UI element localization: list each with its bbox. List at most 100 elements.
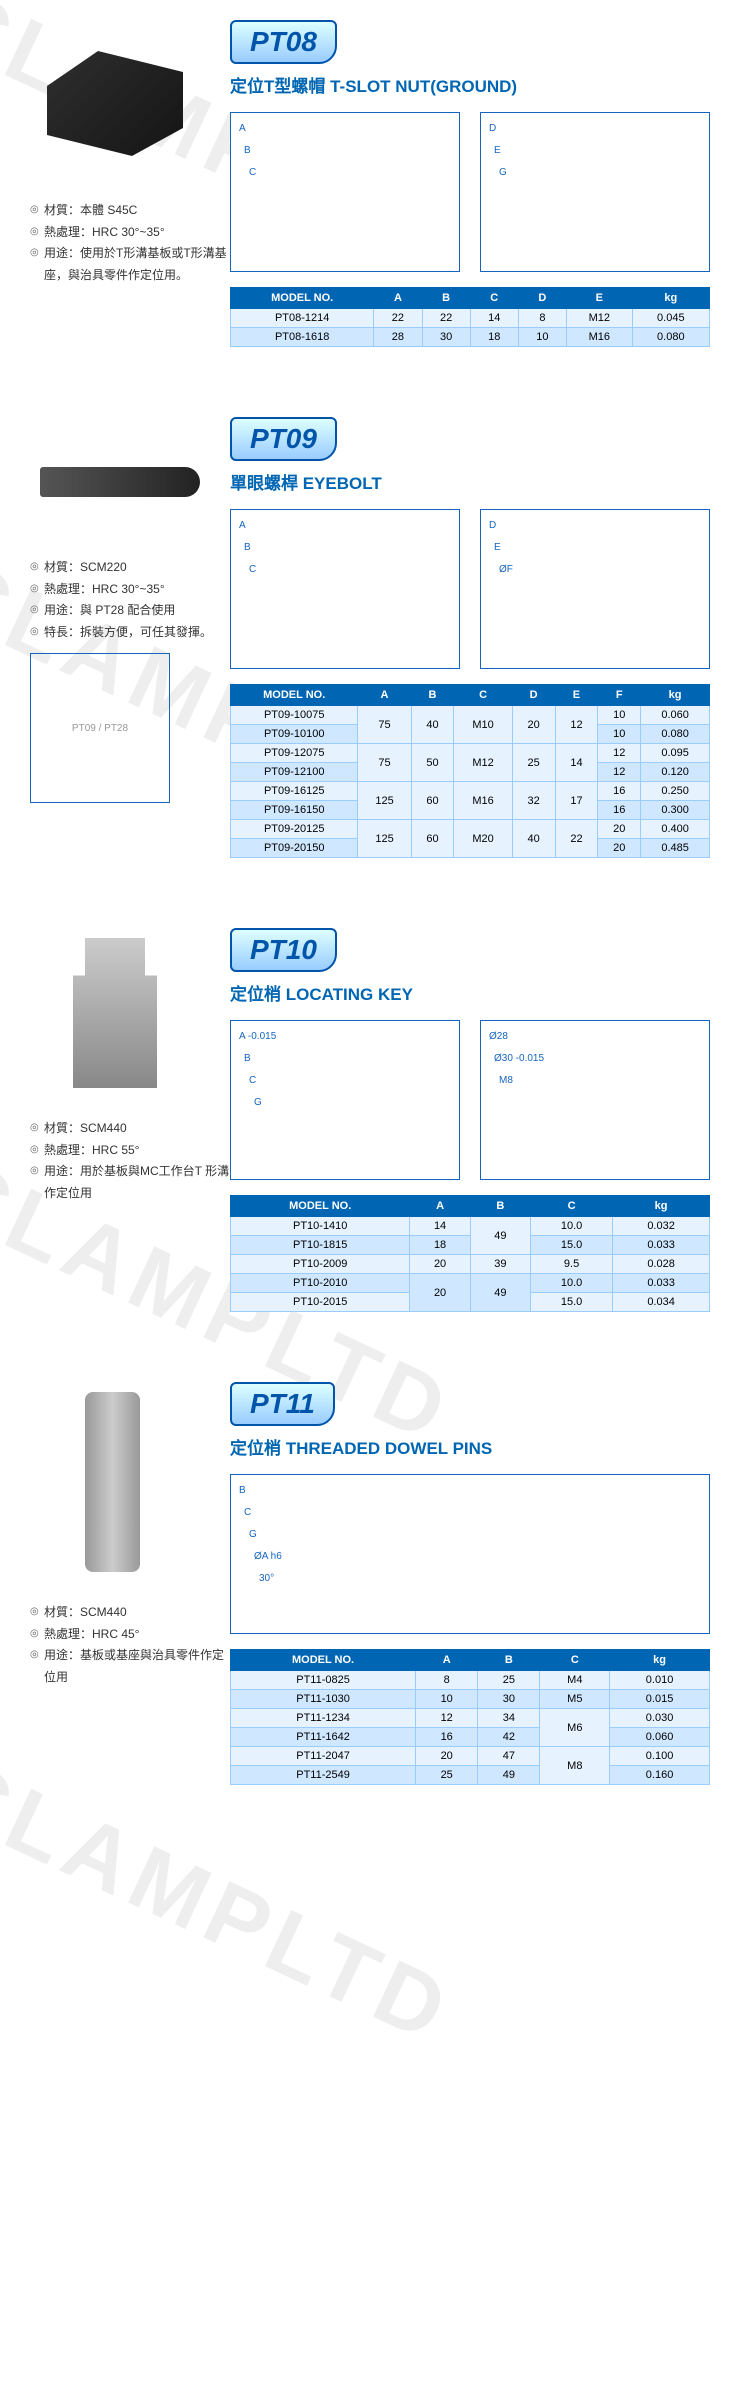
- table-cell: 22: [422, 309, 470, 328]
- table-cell: M6: [540, 1709, 610, 1747]
- table-row: PT08-12142222148M120.045: [231, 309, 710, 328]
- table-cell: 47: [478, 1747, 540, 1766]
- table-header: E: [555, 685, 598, 706]
- table-cell: 25: [416, 1766, 478, 1785]
- table-cell: PT10-2015: [231, 1293, 410, 1312]
- dimension-label: A -0.015: [239, 1031, 276, 1042]
- dimension-label: C: [249, 167, 256, 178]
- spec-table: MODEL NO.ABCkgPT11-0825825M40.010PT11-10…: [230, 1649, 710, 1785]
- product-code-badge: PT09: [230, 417, 337, 461]
- table-cell: 20: [416, 1747, 478, 1766]
- table-cell: 15.0: [530, 1293, 612, 1312]
- table-cell: 0.100: [610, 1747, 710, 1766]
- table-cell: M20: [454, 820, 512, 858]
- table-cell: PT11-1642: [231, 1728, 416, 1747]
- spec-list: 材質：SCM440熱處理：HRC 45°用途：基板或基座與治具零件作定位用: [30, 1602, 230, 1688]
- table-header: F: [598, 685, 641, 706]
- table-cell: 22: [555, 820, 598, 858]
- dimension-label: G: [499, 167, 507, 178]
- table-cell: PT09-12075: [231, 744, 358, 763]
- table-header: B: [470, 1196, 530, 1217]
- table-row: PT10-200920399.50.028: [231, 1255, 710, 1274]
- table-header: D: [512, 685, 555, 706]
- table-cell: 0.028: [613, 1255, 710, 1274]
- table-row: PT09-2012512560M204022200.400: [231, 820, 710, 839]
- spec-item: 材質：SCM440: [30, 1602, 230, 1624]
- table-row: PT10-2010204910.00.033: [231, 1274, 710, 1293]
- table-cell: 10.0: [530, 1217, 612, 1236]
- table-header: MODEL NO.: [231, 685, 358, 706]
- table-cell: 50: [411, 744, 454, 782]
- product-code-badge: PT11: [230, 1382, 335, 1426]
- table-cell: 40: [512, 820, 555, 858]
- product-image: [55, 938, 175, 1088]
- product-title: 定位梢 LOCATING KEY: [230, 980, 710, 1005]
- table-row: PT09-120757550M122514120.095: [231, 744, 710, 763]
- table-row: PT09-1612512560M163217160.250: [231, 782, 710, 801]
- table-header: A: [410, 1196, 470, 1217]
- table-cell: 0.160: [610, 1766, 710, 1785]
- dimension-label: B: [244, 542, 251, 553]
- table-cell: 22: [374, 309, 422, 328]
- spec-table: MODEL NO.ABCDEkgPT08-12142222148M120.045…: [230, 287, 710, 347]
- table-cell: 10: [518, 328, 566, 347]
- table-cell: PT08-1618: [231, 328, 374, 347]
- table-cell: PT11-1030: [231, 1690, 416, 1709]
- table-cell: 49: [470, 1217, 530, 1255]
- dimension-label: C: [249, 1075, 256, 1086]
- table-header: C: [470, 288, 518, 309]
- dimension-label: G: [254, 1097, 262, 1108]
- table-cell: 25: [512, 744, 555, 782]
- table-header: A: [358, 685, 411, 706]
- table-cell: 0.250: [641, 782, 710, 801]
- spec-item: 熱處理：HRC 30°~35°: [30, 222, 230, 244]
- table-header: kg: [610, 1650, 710, 1671]
- table-cell: 0.300: [641, 801, 710, 820]
- product-image: [40, 467, 200, 497]
- dimension-label: C: [244, 1507, 251, 1518]
- table-cell: PT09-10100: [231, 725, 358, 744]
- product-section: 材質：SCM440熱處理：HRC 45°用途：基板或基座與治具零件作定位用PT1…: [0, 1362, 750, 1835]
- spec-table: MODEL NO.ABCDEFkgPT09-100757540M10201210…: [230, 684, 710, 858]
- dimension-label: Ø28: [489, 1031, 508, 1042]
- product-code-badge: PT10: [230, 928, 337, 972]
- table-header: MODEL NO.: [231, 288, 374, 309]
- spec-item: 熱處理：HRC 55°: [30, 1140, 230, 1162]
- table-cell: PT10-2009: [231, 1255, 410, 1274]
- table-cell: 42: [478, 1728, 540, 1747]
- table-cell: 49: [470, 1274, 530, 1312]
- table-cell: 30: [422, 328, 470, 347]
- dimension-label: ØF: [499, 564, 513, 575]
- table-cell: 10: [598, 706, 641, 725]
- table-cell: 20: [598, 839, 641, 858]
- dimension-label: A: [239, 123, 246, 134]
- table-cell: 0.033: [613, 1236, 710, 1255]
- table-cell: 125: [358, 820, 411, 858]
- table-row: PT11-12341234M60.030: [231, 1709, 710, 1728]
- table-cell: 60: [411, 782, 454, 820]
- table-cell: 60: [411, 820, 454, 858]
- table-row: PT10-1410144910.00.032: [231, 1217, 710, 1236]
- spec-list: 材質：SCM220熱處理：HRC 30°~35°用途：與 PT28 配合使用特長…: [30, 557, 230, 643]
- table-row: PT08-161828301810M160.080: [231, 328, 710, 347]
- table-cell: M16: [454, 782, 512, 820]
- table-cell: 0.032: [613, 1217, 710, 1236]
- table-row: PT11-164216420.060: [231, 1728, 710, 1747]
- dimension-label: 30°: [259, 1573, 274, 1584]
- product-section: 材質：SCM440熱處理：HRC 55°用途：用於基板與MC工作台T 形溝作定位…: [0, 908, 750, 1362]
- spec-item: 熱處理：HRC 30°~35°: [30, 579, 230, 601]
- table-cell: 75: [358, 744, 411, 782]
- table-cell: 0.120: [641, 763, 710, 782]
- table-cell: 9.5: [530, 1255, 612, 1274]
- table-cell: PT10-1410: [231, 1217, 410, 1236]
- product-section: 材質：SCM220熱處理：HRC 30°~35°用途：與 PT28 配合使用特長…: [0, 397, 750, 908]
- table-cell: M10: [454, 706, 512, 744]
- table-cell: M8: [540, 1747, 610, 1785]
- table-row: PT11-10301030M50.015: [231, 1690, 710, 1709]
- table-cell: 10: [416, 1690, 478, 1709]
- table-cell: PT10-2010: [231, 1274, 410, 1293]
- table-cell: 18: [470, 328, 518, 347]
- spec-item: 特長：拆裝方便，可任其發揮。: [30, 622, 230, 644]
- table-cell: 0.080: [632, 328, 709, 347]
- table-cell: 75: [358, 706, 411, 744]
